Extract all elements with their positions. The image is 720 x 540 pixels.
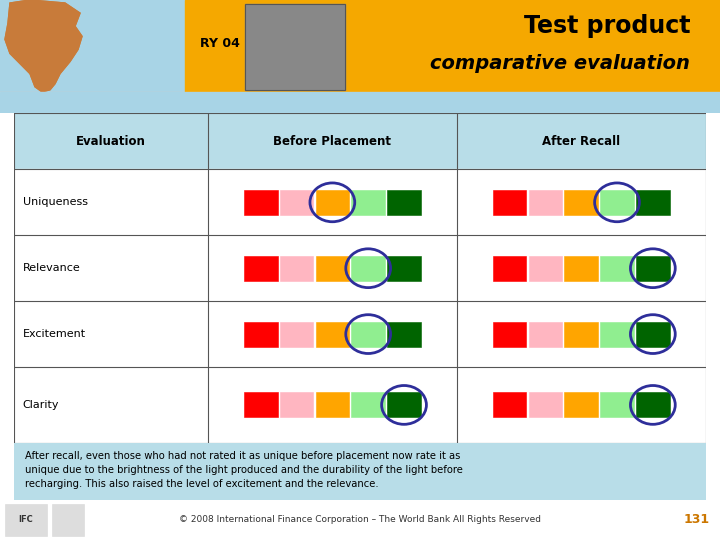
Bar [600,190,634,215]
Bar [315,256,349,281]
Bar [387,190,421,215]
Text: After Recall: After Recall [542,135,620,148]
Text: Relevance: Relevance [23,263,81,273]
Circle shape [0,0,82,84]
Text: Test product: Test product [523,14,690,38]
Bar [279,393,313,417]
Bar [14,301,706,367]
Bar [351,256,385,281]
Bar [244,322,277,347]
Bar [564,190,598,215]
Bar [564,256,598,281]
Text: RY 04: RY 04 [200,37,240,50]
Text: IFC: IFC [19,515,33,524]
Text: Clarity: Clarity [23,400,59,410]
Bar [244,393,277,417]
Bar [244,256,277,281]
Bar [14,170,706,235]
Bar [52,503,84,536]
Bar [315,393,349,417]
Bar [564,393,598,417]
Bar [14,367,706,443]
Bar [351,190,385,215]
Bar [245,4,345,90]
Text: comparative evaluation: comparative evaluation [430,54,690,73]
Bar [5,503,47,536]
Bar [279,190,313,215]
Text: Before Placement: Before Placement [274,135,392,148]
Bar [492,256,526,281]
Bar [279,256,313,281]
Bar [528,393,562,417]
Bar [244,190,277,215]
Text: Evaluation: Evaluation [76,135,146,148]
Bar [351,322,385,347]
Bar [600,322,634,347]
Polygon shape [5,0,82,92]
Bar [492,322,526,347]
Bar [636,256,670,281]
Bar [528,256,562,281]
Bar [528,190,562,215]
Text: Uniqueness: Uniqueness [23,197,88,207]
Text: After recall, even those who had not rated it as unique before placement now rat: After recall, even those who had not rat… [24,451,463,489]
Bar [387,256,421,281]
Text: © 2008 International Finance Corporation – The World Bank All Rights Reserved: © 2008 International Finance Corporation… [179,515,541,524]
Bar [492,190,526,215]
Bar [600,256,634,281]
Bar [600,393,634,417]
Bar [564,322,598,347]
Bar [387,393,421,417]
Bar [245,4,345,90]
Bar [636,322,670,347]
Bar [315,322,349,347]
Bar [315,190,349,215]
Bar [279,322,313,347]
Bar [492,393,526,417]
Text: Excitement: Excitement [23,329,86,339]
Bar [14,235,706,301]
Bar [185,0,720,92]
Bar [636,393,670,417]
Text: 131: 131 [684,513,710,526]
Bar [387,322,421,347]
Bar [528,322,562,347]
Bar [351,393,385,417]
Bar [636,190,670,215]
Polygon shape [5,0,82,92]
Bar [14,113,706,170]
